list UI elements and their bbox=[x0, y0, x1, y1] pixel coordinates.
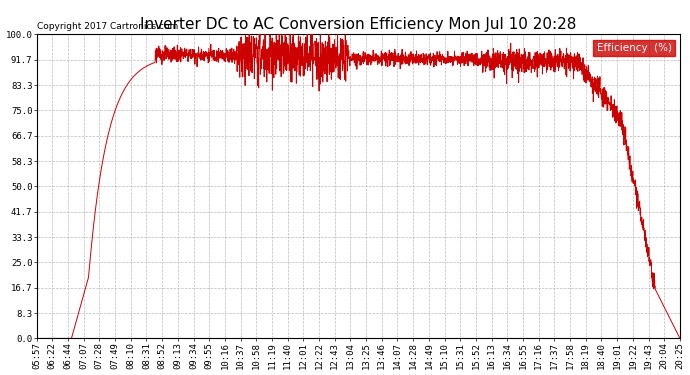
Title: Inverter DC to AC Conversion Efficiency Mon Jul 10 20:28: Inverter DC to AC Conversion Efficiency … bbox=[140, 17, 576, 32]
Legend: Efficiency  (%): Efficiency (%) bbox=[593, 40, 675, 56]
Text: Copyright 2017 Cartronics.com: Copyright 2017 Cartronics.com bbox=[37, 22, 179, 32]
